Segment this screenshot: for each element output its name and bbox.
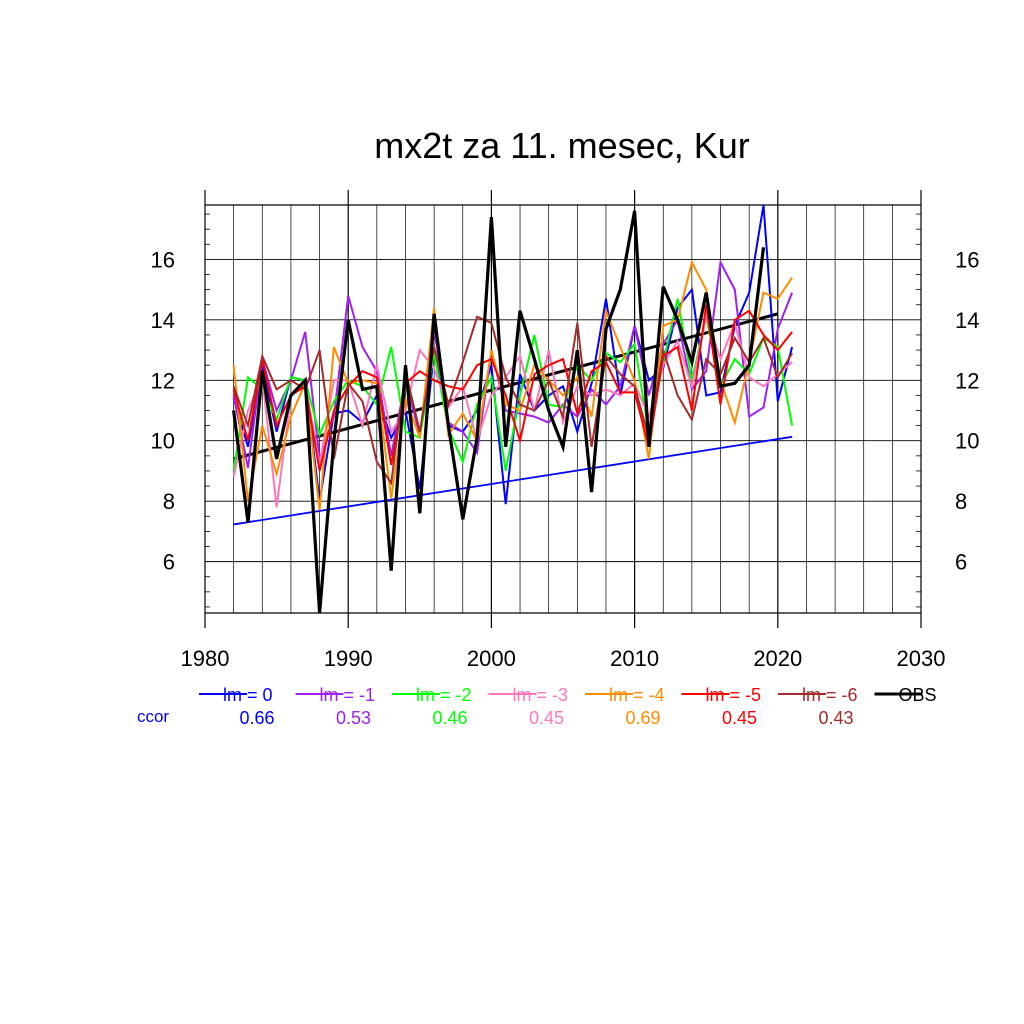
y-tick-label-left: 14 [151, 308, 175, 333]
axes [204, 190, 922, 628]
x-tick-label: 2030 [897, 646, 946, 671]
y-tick-label-left: 10 [151, 429, 175, 454]
legend-ccor-value: 0.53 [336, 708, 371, 728]
y-tick-label-left: 16 [151, 247, 175, 272]
legend-ccor-value: 0.46 [432, 708, 467, 728]
series-line-lm-4 [232, 259, 793, 511]
tick-labels: 6 6 8 8 10 10 12 12 14 14 16 16 1980 1990 2000 2010 2020… [151, 247, 980, 671]
legend-entry: OBS [899, 685, 937, 705]
ccor-label: ccor [137, 707, 169, 726]
series-line-obs [232, 210, 766, 614]
series-line-lm-5 [232, 304, 793, 472]
x-tick-label: 2000 [467, 646, 516, 671]
legend-entry: lm = -2 [416, 685, 472, 705]
x-tick-label: 2020 [753, 646, 802, 671]
legend: ccor lm = 0 0.66 lm = -1 0.53 lm = -2 0.46 lm … [137, 685, 937, 728]
legend-ccor-value: 0.69 [625, 708, 660, 728]
legend-entry: lm = -3 [513, 685, 569, 705]
series-lines [232, 204, 794, 614]
x-tick-label: 2010 [610, 646, 659, 671]
legend-ccor-value: 0.43 [818, 708, 853, 728]
legend-ccor-value: 0.66 [239, 708, 274, 728]
y-tick-label-right: 12 [955, 368, 979, 393]
legend-entry: lm = -1 [320, 685, 376, 705]
chart-title: mx2t za 11. mesec, Kur [374, 125, 749, 166]
y-tick-label-right: 16 [955, 247, 979, 272]
legend-entry: lm = -6 [802, 685, 858, 705]
y-tick-label-left: 12 [151, 368, 175, 393]
x-tick-label: 1980 [181, 646, 230, 671]
x-tick-label: 1990 [324, 646, 373, 671]
legend-ccor-value: 0.45 [722, 708, 757, 728]
y-tick-label-right: 14 [955, 308, 979, 333]
legend-ccor-value: 0.45 [529, 708, 564, 728]
y-tick-label-right: 6 [955, 550, 967, 575]
legend-entry: lm = -4 [609, 685, 665, 705]
legend-entry: lm = -5 [706, 685, 762, 705]
y-tick-label-left: 6 [163, 550, 175, 575]
series-line-lm-0 [232, 204, 794, 505]
y-tick-label-right: 10 [955, 429, 979, 454]
legend-entry: lm = 0 [223, 685, 273, 705]
y-tick-label-right: 8 [955, 489, 967, 514]
y-tick-label-left: 8 [163, 489, 175, 514]
